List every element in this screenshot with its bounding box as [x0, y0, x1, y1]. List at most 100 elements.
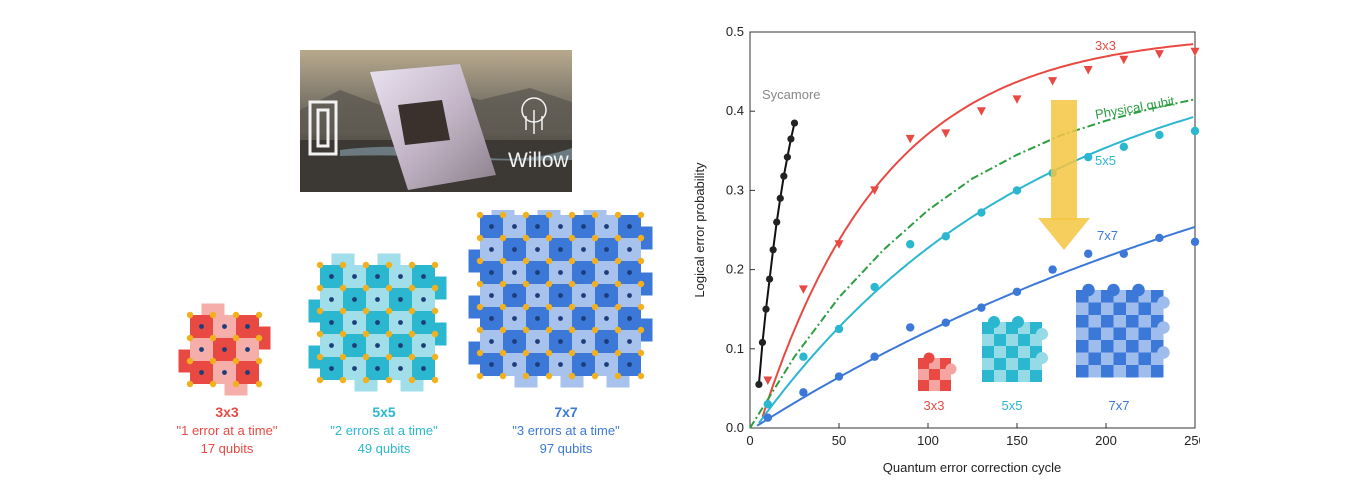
- fit-curve-5x5: [758, 116, 1194, 424]
- measure-qubit-dot: [489, 362, 494, 367]
- qubit-dot: [522, 303, 530, 311]
- measure-qubit-dot: [581, 339, 586, 344]
- x-tick-label: 200: [1095, 433, 1117, 448]
- surface-code-lattices: 3x3 "1 error at a time" 17 qubits 5x5 "2…: [170, 203, 670, 480]
- qubit-dot: [499, 257, 507, 265]
- qubit-dot: [568, 349, 576, 357]
- measure-qubit-dot: [222, 324, 227, 329]
- measure-qubit-dot: [245, 370, 250, 375]
- data-point-7x7: [1119, 249, 1128, 258]
- measure-qubit-dot: [558, 224, 563, 229]
- qubit-dot: [476, 326, 484, 334]
- measure-qubit-dot: [512, 270, 517, 275]
- qubit-dot: [339, 284, 347, 292]
- qubit-dot: [408, 261, 416, 269]
- data-point-7x7: [941, 318, 950, 327]
- qubit-dot: [476, 372, 484, 380]
- data-point-7x7: [1084, 249, 1093, 258]
- qubit-dot: [614, 257, 622, 265]
- data-point-3x3: [1119, 55, 1129, 65]
- measure-qubit-dot: [627, 362, 632, 367]
- measure-qubit-dot: [535, 224, 540, 229]
- inset-cell: [1113, 365, 1126, 378]
- measure-qubit-dot: [421, 343, 426, 348]
- y-tick-label: 0.1: [726, 341, 744, 356]
- data-point-5x5: [1190, 126, 1200, 136]
- inset-cell: [1101, 315, 1114, 328]
- measure-qubit-dot: [398, 297, 403, 302]
- measure-qubit-dot: [627, 293, 632, 298]
- inset-cell: [1138, 365, 1151, 378]
- inset-lattices: [918, 283, 1170, 391]
- data-point-3x3: [1048, 77, 1058, 86]
- data-point-7x7: [763, 413, 772, 422]
- qubit-dot: [545, 372, 553, 380]
- inset-cell: [1076, 327, 1089, 340]
- data-point-7x7: [1048, 265, 1057, 274]
- inset-cell: [1006, 370, 1018, 382]
- qubit-dot: [614, 349, 622, 357]
- measure-qubit-dot: [329, 297, 334, 302]
- data-point-7x7: [1190, 237, 1200, 247]
- qubit-dot: [385, 330, 393, 338]
- inset-cell: [940, 380, 951, 391]
- inset-lattice-5x5: [982, 316, 1048, 382]
- lattice-boundary: [308, 299, 320, 323]
- series-label-3x3: 3x3: [1095, 38, 1116, 53]
- measure-qubit-dot: [627, 339, 632, 344]
- measure-qubit-dot: [489, 224, 494, 229]
- y-tick-label: 0.0: [726, 420, 744, 435]
- inset-cell: [1113, 340, 1126, 353]
- willow-chip-photo: Willow: [300, 50, 572, 192]
- measure-qubit-dot: [535, 316, 540, 321]
- inset-cell: [1088, 327, 1101, 340]
- measure-qubit-dot: [199, 370, 204, 375]
- measure-qubit-dot: [581, 362, 586, 367]
- inset-cell: [1138, 302, 1151, 315]
- measure-qubit-dot: [421, 366, 426, 371]
- x-tick-label: 0: [746, 433, 753, 448]
- data-point-3x3: [1012, 95, 1022, 104]
- lattice-boundary: [641, 226, 653, 250]
- measure-qubit-dot: [375, 343, 380, 348]
- measure-qubit-dot: [398, 320, 403, 325]
- qubit-dot: [545, 211, 553, 219]
- qubit-dot: [232, 311, 240, 319]
- qubit-dot: [408, 307, 416, 315]
- inset-boundary: [923, 352, 935, 364]
- lattice-3x3-label: 3x3: [215, 404, 239, 420]
- measure-qubit-dot: [398, 343, 403, 348]
- data-point-5x5: [870, 282, 879, 292]
- measure-qubit-dot: [535, 270, 540, 275]
- physical-qubit-curve: [749, 98, 1196, 429]
- qubit-dot: [255, 380, 263, 388]
- data-point-Sycamore: [773, 218, 781, 226]
- lattice-boundary: [259, 326, 271, 350]
- qubit-dot: [209, 380, 217, 388]
- data-point-Sycamore: [762, 305, 770, 313]
- measure-qubit-dot: [352, 320, 357, 325]
- inset-cell: [982, 334, 994, 346]
- lattice-boundary: [491, 203, 515, 215]
- measure-qubit-dot: [375, 274, 380, 279]
- inset-cell: [1113, 315, 1126, 328]
- inset-cell: [994, 334, 1006, 346]
- qubit-dot: [476, 349, 484, 357]
- data-point-Sycamore: [758, 338, 767, 347]
- lattice-5x5-label: 5x5: [372, 404, 396, 420]
- measure-qubit-dot: [558, 362, 563, 367]
- qubit-dot: [591, 349, 599, 357]
- measure-qubit-dot: [604, 339, 609, 344]
- data-point-Sycamore: [776, 194, 784, 202]
- lattice-boundary: [468, 341, 480, 365]
- qubit-dot: [476, 234, 484, 242]
- measure-qubit-dot: [398, 274, 403, 279]
- lattice-boundary: [308, 345, 320, 369]
- inset-cell: [1076, 315, 1089, 328]
- plot-frame: [749, 31, 1196, 429]
- x-tick-label: 50: [832, 433, 846, 448]
- lattice-boundary: [641, 318, 653, 342]
- measure-qubit-dot: [627, 270, 632, 275]
- qubit-dot: [362, 261, 370, 269]
- measure-qubit-dot: [512, 316, 517, 321]
